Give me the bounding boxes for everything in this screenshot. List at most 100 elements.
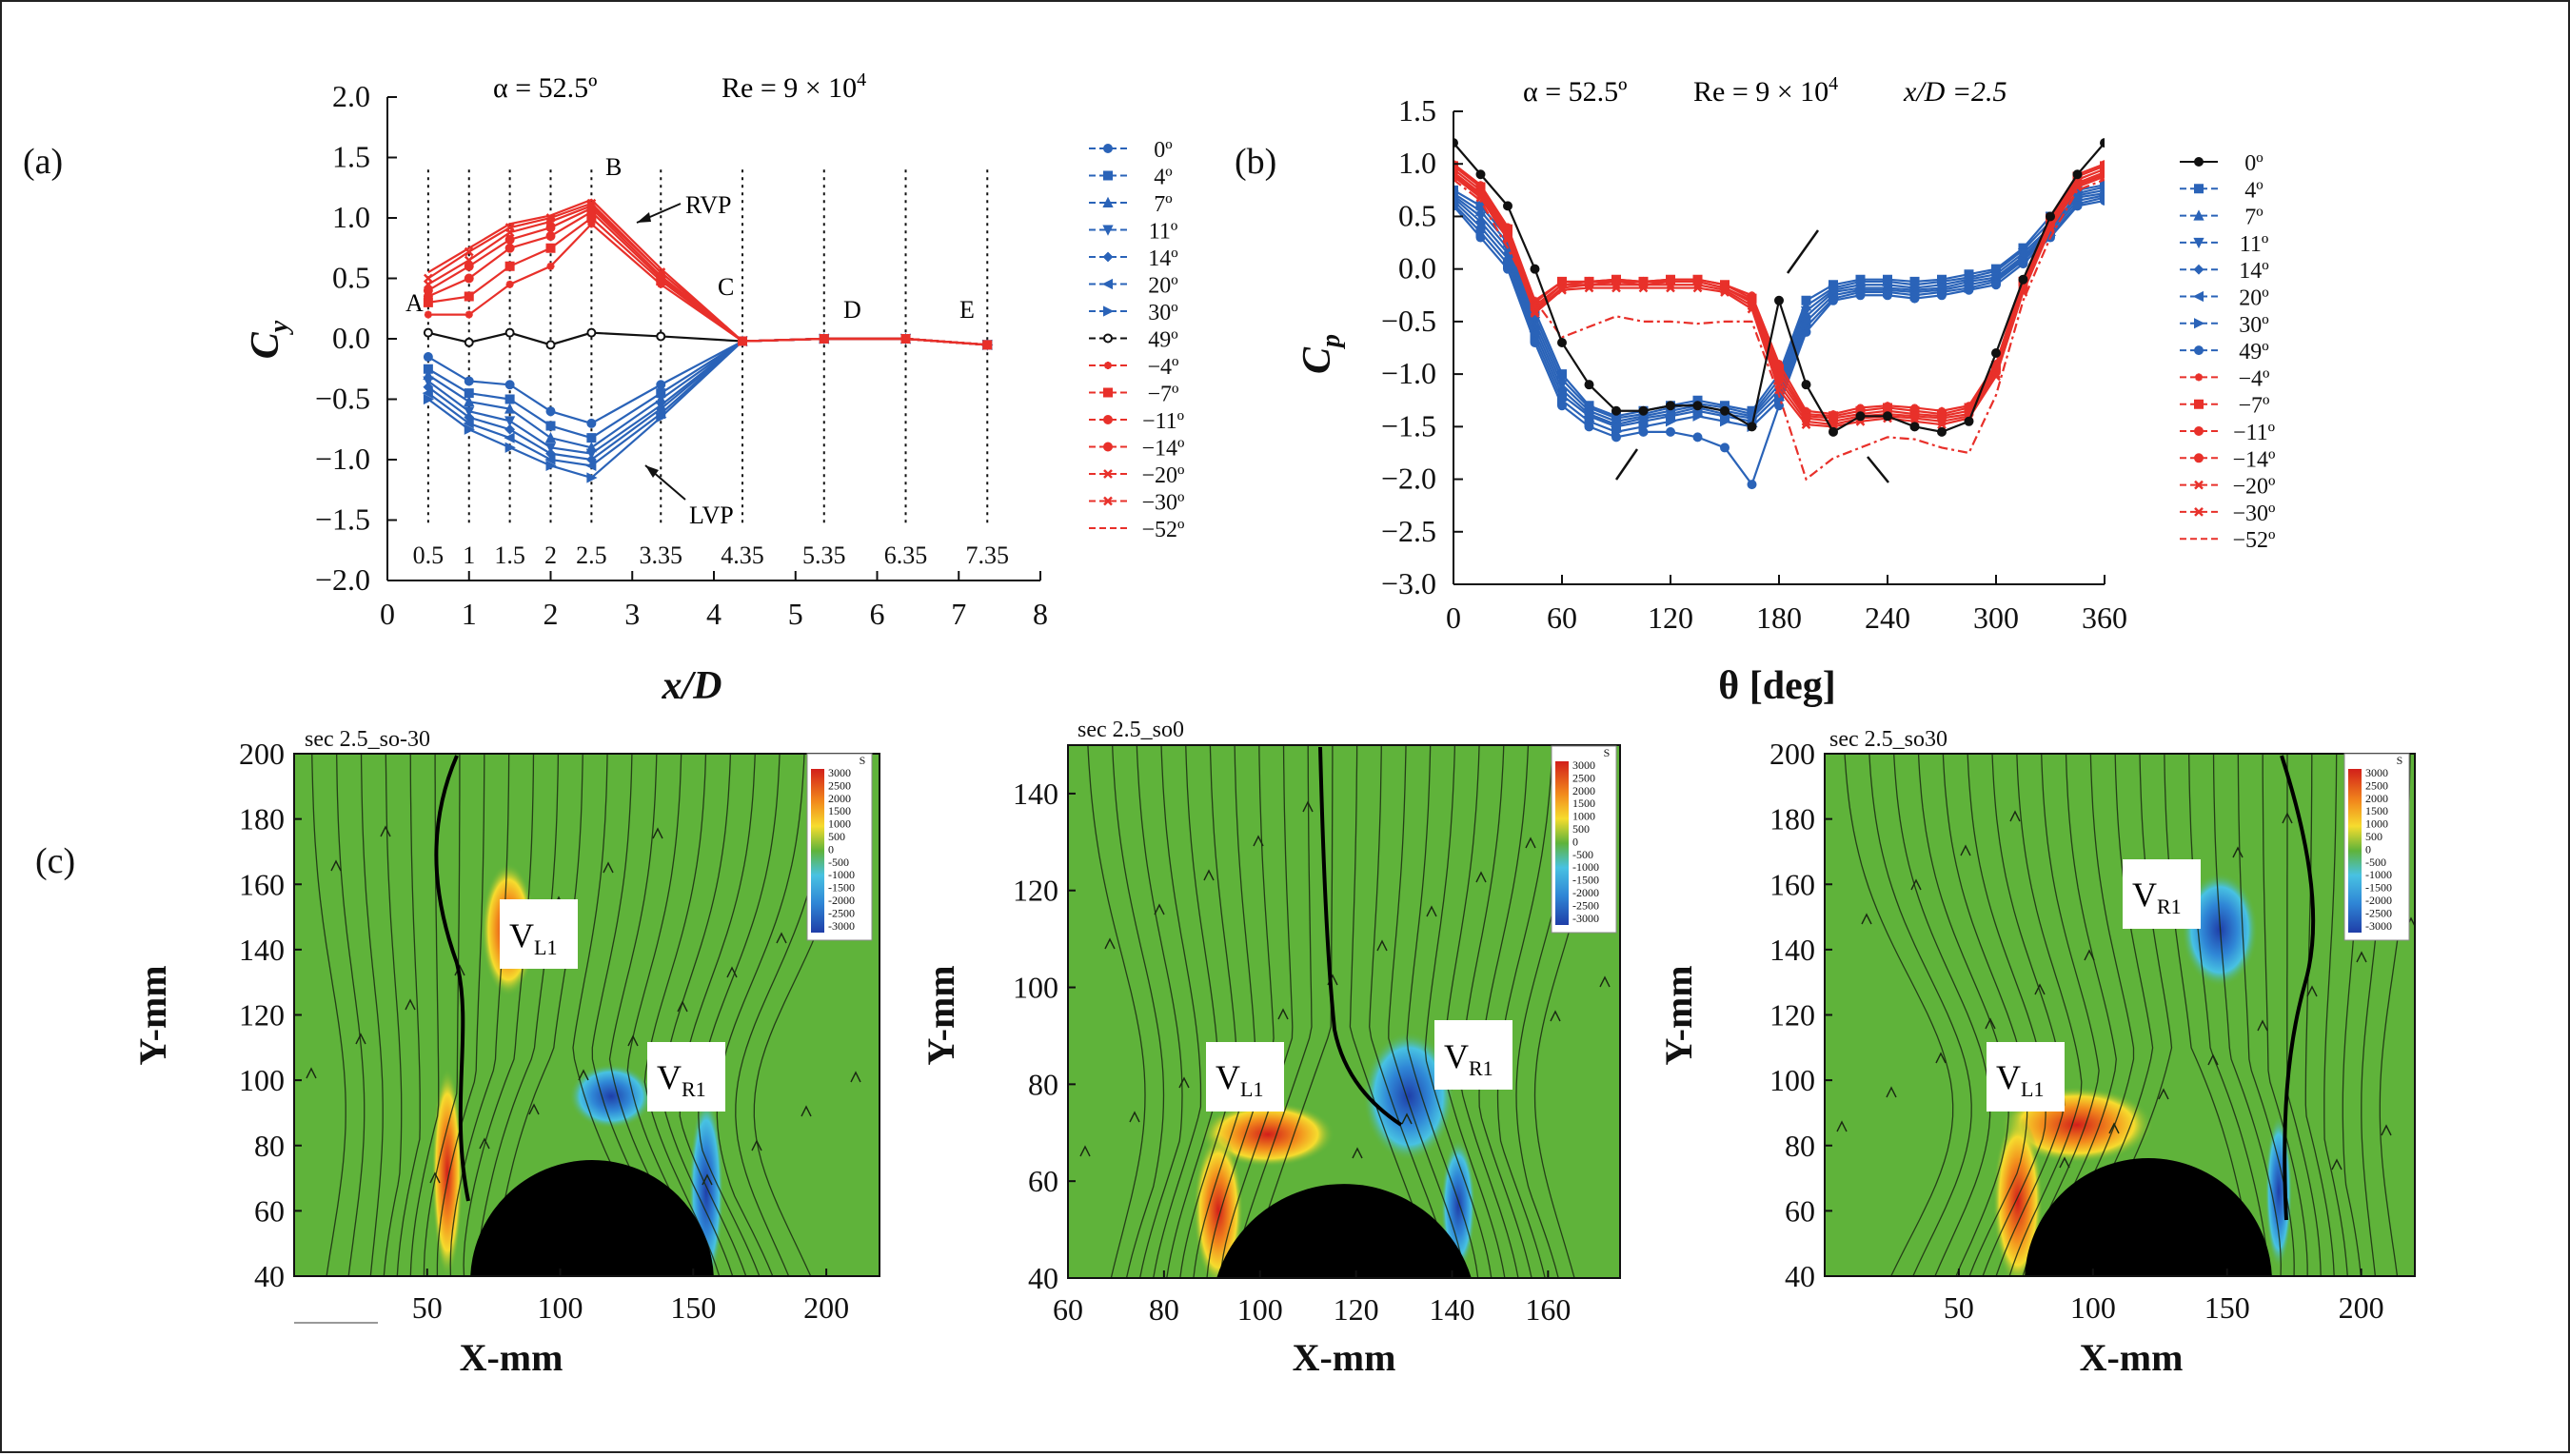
chart-b-data-point (1638, 405, 1649, 416)
chart-b-data-point (1530, 264, 1540, 274)
field-plot-so30-streamline-arrow (2009, 810, 2021, 822)
field-plot-so30-colorbar-label: 2500 (2365, 778, 2388, 792)
field-plot-so30-streamline (1917, 754, 2009, 1276)
chart-b-data-point (1666, 416, 1677, 427)
field-plot-so0-colorbar-gradient (1555, 761, 1569, 925)
chart-a-y-tick-label: −1.0 (315, 442, 370, 476)
field-plot-so30-colorbar-label: 500 (2365, 830, 2382, 843)
field-plot-so30-label-vl1: VL1 (1987, 1042, 2065, 1112)
field-plot-so0-vortex-r1-contour (1363, 1032, 1454, 1161)
field-plot-so30-colorbar-label: 3000 (2365, 766, 2388, 779)
field-plot-so-minus30-label-vl1-sub: L1 (534, 935, 557, 959)
field-plot-so0-colorbar-label: 1000 (1572, 810, 1595, 823)
field-plot-so-minus30-colorbar-title: S (860, 754, 866, 767)
field-plot-so-minus30-streamline-arrow (454, 964, 465, 976)
field-plot-so0-streamlines (1079, 745, 1611, 1278)
field-plot-so0-label-vr1-main: V (1444, 1037, 1469, 1075)
chart-b-y-tick-label: 1.0 (1398, 146, 1436, 180)
field-plot-so0-y-tick-label: 40 (1028, 1261, 1058, 1295)
chart-a-y-tick-label: −0.5 (315, 382, 370, 416)
chart-a-data-point (464, 395, 475, 407)
chart-b-title-alpha: α = 52.5º (1523, 76, 1627, 108)
field-plot-so30-y-tick-label: 200 (1769, 737, 1815, 771)
chart-a-annotation-rvp: RVP (685, 191, 732, 219)
chart-a-ylabel-main: C (244, 331, 287, 359)
chart-a-legend-marker (1103, 469, 1113, 479)
field-plot-so30-colorbar-label: 1000 (2365, 817, 2388, 831)
chart-a-data-point (504, 432, 515, 443)
field-plot-so30-colorbar: S300025002000150010005000-500-1000-1500-… (2343, 753, 2410, 941)
field-plot-so30-colorbar-label: -2000 (2365, 894, 2392, 907)
field-plot-so30-streamline-arrow (2108, 1122, 2120, 1134)
field-plot-so0-y-tick-label: 100 (1013, 971, 1058, 1005)
field-plot-so30-streamline (1868, 754, 1972, 1276)
field-plot-so30-streamline (1942, 754, 2028, 1276)
field-plot-so0-streamline (1179, 745, 1238, 1278)
chart-b-legend-label: −52º (2233, 528, 2277, 553)
chart-a-point-label-b: B (605, 153, 622, 181)
chart-a-data-point (423, 327, 433, 338)
chart-b-data-point (1611, 283, 1621, 293)
field-plot-so0-streamline (1112, 745, 1165, 1278)
field-plot-so30-streamline-arrow (2282, 812, 2293, 824)
chart-a-legend-label: −20º (1142, 463, 1186, 488)
chart-b-ylabel-main: C (1295, 346, 1339, 374)
field-plot-so0-streamline-arrow (1475, 871, 1487, 883)
svg-text:VL1: VL1 (1996, 1058, 2044, 1101)
panel-label-a: (a) (23, 142, 63, 182)
field-plot-so0-streamline-arrow (1525, 836, 1536, 849)
chart-b-title-re: Re = 9 × 104 (1693, 73, 1838, 108)
chart-b-data-point (1829, 426, 1838, 437)
chart-b-y-tick-label: 0.5 (1398, 198, 1436, 232)
chart-a-legend-label: −30º (1142, 491, 1186, 516)
field-plot-so0-streamline (1219, 745, 1294, 1278)
field-plot-so-minus30-streamline (490, 754, 583, 1276)
field-plot-so0-streamline (1406, 745, 1479, 1278)
field-plot-so-minus30-label-vl1: VL1 (500, 899, 578, 969)
chart-b-data-point (1775, 360, 1783, 368)
field-plot-so-minus30-colorbar-label: 2500 (828, 778, 851, 792)
chart-b-data-point (1583, 410, 1594, 422)
field-plot-so30-colorbar-gradient (2348, 769, 2362, 933)
field-plot-so30-streamline-arrow (2306, 985, 2318, 997)
field-plot-so30: sec 2.5_so30 200 180 160 140 120 100 80 60 40 50 1… (1657, 727, 2416, 1379)
chart-b-x-tick-label: 300 (1973, 600, 2019, 635)
field-plot-so0-label-vl1: VL1 (1206, 1042, 1284, 1112)
field-plot-so-minus30-streamline-arrow (306, 1067, 317, 1079)
field-plot-so0-colorbar: S300025002000150010005000-500-1000-1500-… (1551, 745, 1617, 934)
chart-b-data-point (1611, 405, 1621, 416)
chart-b-legend-marker (2193, 237, 2204, 249)
chart-a-data-point (423, 393, 435, 405)
chart-a-data-point (544, 443, 557, 454)
chart-a-data-point (545, 243, 556, 253)
field-plot-so30-x-tick-label: 100 (2070, 1290, 2116, 1325)
field-plot-so30-x-tick-label: 150 (2204, 1290, 2250, 1325)
chart-a-data-point (545, 340, 556, 350)
field-plot-so30-colorbar-label: 2000 (2365, 792, 2388, 805)
chart-a-data-point (585, 448, 597, 460)
field-plot-so-minus30-y-tick-label: 80 (254, 1129, 285, 1163)
field-plot-so30-streamline-arrow (2158, 1088, 2169, 1100)
field-plot-so30-streamline-arrow (2257, 1019, 2268, 1032)
chart-b-data-point (1829, 295, 1838, 305)
chart-b-data-point (1692, 432, 1703, 443)
field-plot-so0-x-tick-label: 140 (1429, 1292, 1474, 1327)
field-plot-so-minus30-streamline (335, 754, 366, 1276)
chart-b-legend-marker (2194, 426, 2204, 436)
field-plot-so30-colorbar-label: 1500 (2365, 804, 2388, 817)
field-plot-so30-streamline (2323, 754, 2348, 1276)
chart-b-legend-label: 14º (2239, 259, 2269, 284)
field-plot-so-minus30-y-tick-label: 120 (239, 998, 285, 1033)
chart-b-data-point (1555, 389, 1567, 401)
field-plot-so-minus30-label-vr1: VR1 (647, 1042, 725, 1112)
chart-b-data-point (2018, 274, 2028, 285)
field-plot-so0-streamline (1166, 745, 1220, 1278)
chart-a-data-point (464, 388, 474, 399)
chart-b-legend: 0º4º7º11º14º20º30º49º−4º−7º−11º−14º−20º−… (2180, 151, 2276, 553)
chart-b-legend-marker (2194, 318, 2205, 329)
field-plot-so30-colorbar-label: 0 (2365, 842, 2371, 856)
field-plot-so-minus30-streamline-arrow (801, 1105, 812, 1117)
chart-b-data-point (1664, 410, 1675, 422)
chart-b-data-point (2100, 171, 2105, 182)
